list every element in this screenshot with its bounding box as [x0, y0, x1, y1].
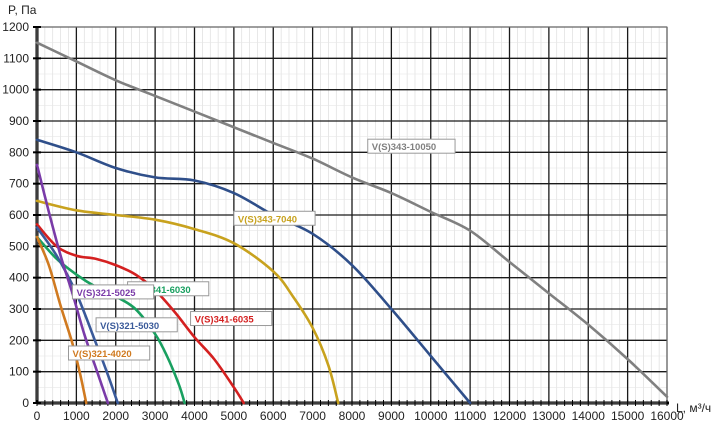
- x-tick-label: 10000: [414, 409, 448, 423]
- curve-v-s-321-5030: [35, 226, 120, 405]
- callout-box: [367, 138, 456, 154]
- y-tick-label: 800: [9, 145, 29, 159]
- callout-label: V(S)321-5030: [100, 321, 159, 332]
- x-tick-label: 6000: [260, 409, 287, 423]
- curve-unlabeled-1: [35, 138, 472, 405]
- series-callout: V(S)343-10050: [367, 138, 456, 154]
- y-tick-label: 0: [22, 396, 29, 410]
- callout-label: V(S)343-10050: [372, 142, 436, 153]
- curve-v-s-321-4020: [35, 235, 88, 405]
- y-tick-label: 600: [9, 208, 29, 222]
- x-tick-label: 9000: [378, 409, 405, 423]
- x-tick-label: 1000: [63, 409, 90, 423]
- callout-label: V(S)341-6030: [132, 285, 191, 296]
- x-tick-label: 16000: [650, 409, 684, 423]
- x-tick-label: 0: [34, 409, 41, 423]
- x-tick-label: 14000: [572, 409, 606, 423]
- y-axis-ticks: 0 100 200 300 400 500 600 700 800 900 1000 1100 1200: [2, 20, 29, 410]
- series-callout: V(S)321-5030: [95, 317, 178, 333]
- series-callout: V(S)321-4020: [68, 345, 151, 361]
- y-tick-label: 900: [9, 114, 29, 128]
- x-tick-label: 7000: [299, 409, 326, 423]
- series-callout: V(S)321-5025: [71, 284, 155, 300]
- callout-label: V(S)321-5025: [76, 288, 136, 299]
- y-tick-label: 1000: [2, 83, 29, 97]
- curve-v-s-341-6030: [35, 235, 186, 405]
- y-tick-label: 200: [9, 333, 29, 347]
- y-axis-title: P, Па: [8, 3, 37, 17]
- curve-v-s-343-7040: [35, 199, 340, 405]
- series-lines: [35, 41, 669, 405]
- callout-label: V(S)343-7040: [238, 214, 297, 225]
- x-tick-label: 13000: [532, 409, 566, 423]
- y-tick-label: 1100: [3, 51, 29, 65]
- x-tick-label: 4000: [181, 409, 208, 423]
- callout-box: [233, 210, 316, 226]
- x-tick-label: 12000: [493, 409, 527, 423]
- callout-box: [68, 345, 151, 361]
- callout-box: [95, 317, 178, 333]
- series-callout: V(S)341-6035: [190, 311, 273, 327]
- x-tick-label: 2000: [102, 409, 129, 423]
- curve-v-s-343-10050: [35, 41, 669, 399]
- series-labels: V(S)343-10050 V(S)343-7040 V(S)341-6035 V(S…: [68, 138, 456, 361]
- y-tick-label: 300: [9, 302, 29, 316]
- y-tick-label: 1200: [2, 20, 29, 34]
- y-tick-label: 700: [9, 177, 29, 191]
- y-tick-label: 400: [9, 271, 29, 285]
- x-axis-ticks: 0 1000 2000 3000 4000 5000 6000 7000 8000 9000 100…: [34, 409, 684, 423]
- x-tick-label: 11000: [454, 409, 487, 423]
- y-tick-label: 500: [9, 239, 29, 253]
- x-tick-label: 3000: [142, 409, 169, 423]
- callout-box: [190, 311, 273, 327]
- callout-label: V(S)321-4020: [73, 349, 132, 360]
- callout-label: V(S)341-6035: [195, 315, 255, 326]
- callout-box: [71, 284, 155, 300]
- y-tick-label: 100: [9, 365, 29, 379]
- x-tick-label: 5000: [221, 409, 248, 423]
- x-axis-title: L, м³/ч: [676, 401, 711, 415]
- x-tick-label: 8000: [339, 409, 366, 423]
- series-callout: V(S)343-7040: [233, 210, 316, 226]
- x-tick-label: 15000: [611, 409, 645, 423]
